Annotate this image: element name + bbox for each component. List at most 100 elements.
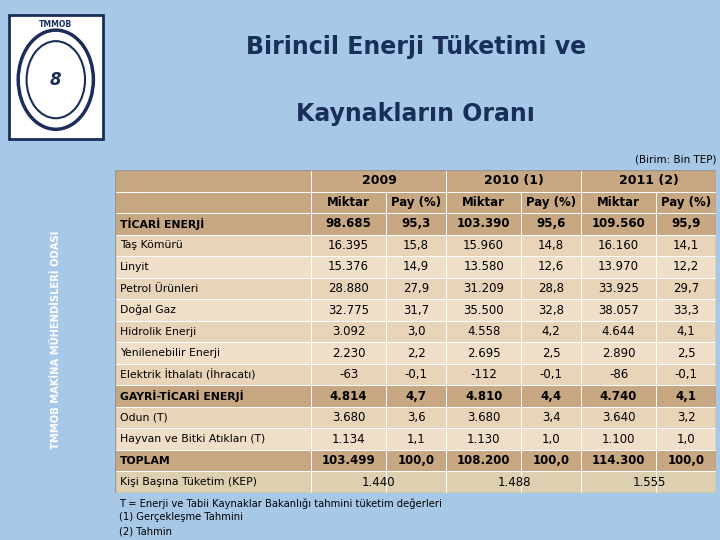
- Bar: [312, 407, 386, 428]
- Text: 27,9: 27,9: [403, 282, 429, 295]
- Bar: [656, 386, 716, 407]
- Text: 100,0: 100,0: [397, 454, 435, 467]
- Text: 95,6: 95,6: [536, 218, 566, 231]
- Text: 15.376: 15.376: [328, 260, 369, 273]
- Bar: [312, 192, 386, 213]
- Bar: [312, 213, 386, 235]
- Bar: [115, 364, 312, 386]
- Text: 3.640: 3.640: [602, 411, 635, 424]
- Text: 1,0: 1,0: [677, 433, 696, 446]
- Bar: [115, 386, 312, 407]
- Bar: [446, 471, 582, 493]
- Text: Pay (%): Pay (%): [526, 196, 576, 209]
- Bar: [582, 278, 656, 299]
- Text: TOPLAM: TOPLAM: [120, 456, 171, 465]
- Text: 103.499: 103.499: [322, 454, 376, 467]
- Bar: [386, 299, 446, 321]
- Text: 98.685: 98.685: [325, 218, 372, 231]
- Text: (Birim: Bin TEP): (Birim: Bin TEP): [635, 154, 716, 165]
- Bar: [656, 256, 716, 278]
- Bar: [521, 256, 582, 278]
- Text: 2,5: 2,5: [542, 347, 560, 360]
- Text: 12,6: 12,6: [538, 260, 564, 273]
- Bar: [446, 342, 521, 364]
- Text: 4,1: 4,1: [677, 325, 696, 338]
- Text: Hidrolik Enerji: Hidrolik Enerji: [120, 327, 196, 336]
- Bar: [446, 364, 521, 386]
- Bar: [446, 192, 521, 213]
- Text: Miktar: Miktar: [597, 196, 640, 209]
- Text: 4.810: 4.810: [465, 390, 503, 403]
- Bar: [656, 213, 716, 235]
- Text: 33,3: 33,3: [673, 303, 699, 316]
- Text: Petrol Ürünleri: Petrol Ürünleri: [120, 284, 198, 294]
- Bar: [115, 342, 312, 364]
- Bar: [656, 278, 716, 299]
- Text: Odun (T): Odun (T): [120, 413, 168, 423]
- Text: -0,1: -0,1: [675, 368, 698, 381]
- Text: -0,1: -0,1: [405, 368, 428, 381]
- Text: TİCARİ ENERJİ: TİCARİ ENERJİ: [120, 218, 204, 230]
- Bar: [521, 386, 582, 407]
- Bar: [521, 192, 582, 213]
- Text: Taş Kömürü: Taş Kömürü: [120, 240, 183, 251]
- Bar: [312, 364, 386, 386]
- Bar: [582, 450, 656, 471]
- Text: 3.680: 3.680: [332, 411, 365, 424]
- Text: 100,0: 100,0: [667, 454, 705, 467]
- Bar: [446, 386, 521, 407]
- Bar: [386, 450, 446, 471]
- Bar: [656, 321, 716, 342]
- Text: 4,7: 4,7: [405, 390, 427, 403]
- Text: -0,1: -0,1: [539, 368, 562, 381]
- Text: (1) Gerçekleşme Tahmini: (1) Gerçekleşme Tahmini: [119, 512, 243, 523]
- Text: Birincil Enerji Tüketimi ve: Birincil Enerji Tüketimi ve: [246, 35, 586, 59]
- Bar: [115, 407, 312, 428]
- Text: 1.134: 1.134: [332, 433, 366, 446]
- Bar: [521, 407, 582, 428]
- Text: 3,6: 3,6: [407, 411, 426, 424]
- Bar: [582, 364, 656, 386]
- Bar: [582, 235, 656, 256]
- Bar: [656, 192, 716, 213]
- Bar: [521, 213, 582, 235]
- Bar: [446, 278, 521, 299]
- Bar: [656, 428, 716, 450]
- Text: Kaynakların Oranı: Kaynakların Oranı: [297, 102, 535, 126]
- Bar: [312, 386, 386, 407]
- Text: T = Enerji ve Tabii Kaynaklar Bakanlığı tahmini tüketim değerleri: T = Enerji ve Tabii Kaynaklar Bakanlığı …: [119, 498, 441, 509]
- Text: 13.970: 13.970: [598, 260, 639, 273]
- Bar: [582, 213, 656, 235]
- Text: 1.440: 1.440: [362, 476, 396, 489]
- Bar: [386, 407, 446, 428]
- Bar: [312, 299, 386, 321]
- Text: 31,7: 31,7: [403, 303, 429, 316]
- Text: 31.209: 31.209: [463, 282, 504, 295]
- Bar: [386, 192, 446, 213]
- Text: 14,1: 14,1: [673, 239, 699, 252]
- Text: 33.925: 33.925: [598, 282, 639, 295]
- Text: 2.890: 2.890: [602, 347, 635, 360]
- Text: 3.092: 3.092: [332, 325, 366, 338]
- Text: 103.390: 103.390: [457, 218, 510, 231]
- Bar: [115, 192, 312, 213]
- Text: Pay (%): Pay (%): [391, 196, 441, 209]
- Text: Miktar: Miktar: [327, 196, 370, 209]
- Text: 16.395: 16.395: [328, 239, 369, 252]
- Text: 3.680: 3.680: [467, 411, 500, 424]
- Text: 100,0: 100,0: [533, 454, 570, 467]
- Bar: [386, 321, 446, 342]
- Bar: [312, 256, 386, 278]
- Text: 32,8: 32,8: [538, 303, 564, 316]
- Bar: [656, 299, 716, 321]
- Text: 35.500: 35.500: [464, 303, 504, 316]
- Bar: [312, 450, 386, 471]
- Text: 2.695: 2.695: [467, 347, 500, 360]
- Bar: [312, 170, 446, 192]
- Bar: [115, 256, 312, 278]
- Bar: [582, 428, 656, 450]
- Bar: [386, 256, 446, 278]
- Bar: [582, 299, 656, 321]
- Text: -63: -63: [339, 368, 359, 381]
- Text: Hayvan ve Bitki Atıkları (T): Hayvan ve Bitki Atıkları (T): [120, 434, 265, 444]
